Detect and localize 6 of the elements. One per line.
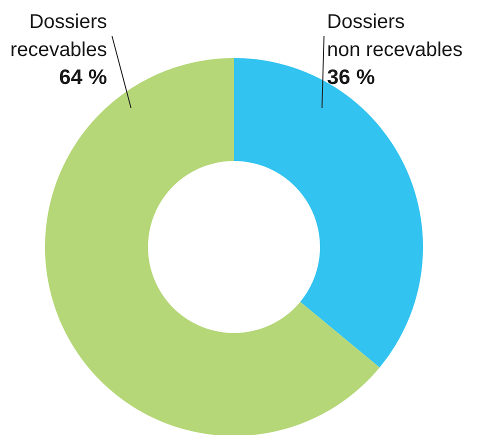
donut-slice — [45, 58, 380, 435]
data-label: 36 % — [327, 66, 376, 89]
donut-slice — [234, 58, 423, 368]
data-label: 64 % — [59, 66, 108, 89]
slice-label: Dossiers non recevables — [327, 11, 463, 61]
slice-label: Dossiers recevables — [10, 11, 107, 61]
